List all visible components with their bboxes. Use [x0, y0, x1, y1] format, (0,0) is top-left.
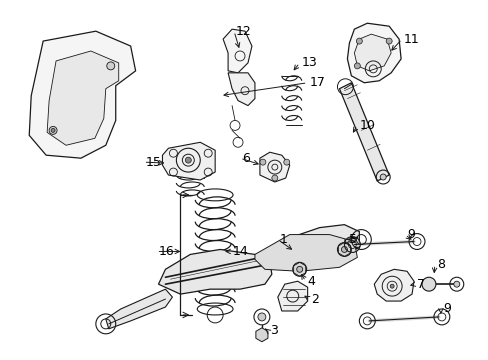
Circle shape — [106, 62, 115, 70]
Polygon shape — [346, 23, 400, 83]
Text: 9: 9 — [406, 228, 414, 241]
Text: 12: 12 — [236, 24, 251, 38]
Circle shape — [453, 281, 459, 287]
Text: 14: 14 — [233, 245, 248, 258]
Circle shape — [296, 266, 302, 272]
Polygon shape — [254, 235, 357, 271]
Polygon shape — [227, 73, 254, 105]
Polygon shape — [29, 31, 135, 158]
Text: 5: 5 — [349, 233, 357, 246]
Text: 16: 16 — [158, 245, 174, 258]
Polygon shape — [277, 281, 307, 311]
Text: 7: 7 — [416, 278, 424, 291]
Polygon shape — [373, 269, 413, 301]
Circle shape — [356, 38, 362, 44]
Text: 3: 3 — [269, 324, 277, 337]
Polygon shape — [338, 243, 350, 256]
Polygon shape — [264, 225, 359, 267]
Circle shape — [389, 284, 393, 288]
Circle shape — [380, 174, 386, 180]
Polygon shape — [105, 289, 172, 329]
Circle shape — [185, 157, 191, 163]
Text: 2: 2 — [311, 293, 319, 306]
Polygon shape — [260, 152, 289, 182]
Polygon shape — [223, 29, 251, 73]
Polygon shape — [293, 262, 305, 276]
Text: 6: 6 — [242, 152, 249, 165]
Polygon shape — [255, 328, 267, 342]
Text: 8: 8 — [436, 258, 444, 271]
Circle shape — [354, 63, 360, 69]
Circle shape — [271, 175, 277, 181]
Circle shape — [421, 277, 435, 291]
Circle shape — [51, 129, 55, 132]
Polygon shape — [47, 51, 119, 145]
Text: 9: 9 — [442, 302, 450, 315]
Text: 13: 13 — [301, 57, 317, 69]
Circle shape — [283, 159, 289, 165]
Polygon shape — [162, 142, 215, 180]
Circle shape — [49, 126, 57, 134]
Text: 15: 15 — [145, 156, 161, 168]
Circle shape — [260, 159, 265, 165]
Circle shape — [341, 247, 346, 252]
Text: 17: 17 — [309, 76, 325, 89]
Text: 11: 11 — [403, 33, 419, 46]
Text: 4: 4 — [307, 275, 315, 288]
Text: 10: 10 — [359, 119, 374, 132]
Polygon shape — [339, 83, 388, 181]
Polygon shape — [158, 249, 271, 294]
Circle shape — [386, 38, 391, 44]
Circle shape — [257, 313, 265, 321]
Text: 1: 1 — [279, 233, 287, 246]
Polygon shape — [354, 34, 390, 71]
